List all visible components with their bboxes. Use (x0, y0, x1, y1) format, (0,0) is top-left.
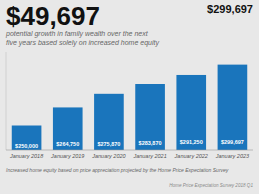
x-tick-label: January 2019 (50, 153, 84, 159)
bar (12, 126, 42, 151)
data-label: $250,000 (15, 143, 38, 149)
footer: Increased home equity based on price app… (6, 167, 229, 173)
data-label: $264,750 (56, 141, 79, 147)
y-axis-line (6, 52, 7, 150)
data-label: $283,870 (139, 140, 162, 146)
x-axis-line (6, 150, 253, 151)
subtitle-line: five years based solely on increased hom… (6, 39, 159, 47)
x-tick-label: January 2023 (215, 153, 250, 159)
x-tick-label: January 2020 (91, 153, 126, 159)
top-right-label: $299,697 (207, 3, 253, 15)
bar (218, 65, 248, 150)
x-tick-label: January 2018 (9, 153, 44, 159)
subtitle: potential growth in family wealth over t… (5, 30, 159, 47)
subtitle-line: potential growth in family wealth over t… (5, 30, 149, 38)
chart: $49,697 $299,697 potential growth in famil… (0, 0, 259, 194)
x-tick-label: January 2021 (132, 153, 166, 159)
source-note: Home Price Expectation Survey 2018 Q1 (169, 183, 253, 188)
title: $49,697 (6, 1, 100, 31)
bar (176, 75, 206, 150)
bars (12, 65, 247, 150)
chart-container: $49,697 $299,697 potential growth in famil… (0, 0, 259, 194)
data-label: $299,697 (221, 139, 244, 145)
data-label: $275,870 (97, 141, 120, 147)
bar (135, 84, 165, 150)
x-tick-label: January 2022 (174, 153, 208, 159)
bar (53, 107, 83, 150)
data-label: $291,250 (180, 139, 203, 145)
background (0, 0, 259, 194)
bar (94, 94, 124, 150)
